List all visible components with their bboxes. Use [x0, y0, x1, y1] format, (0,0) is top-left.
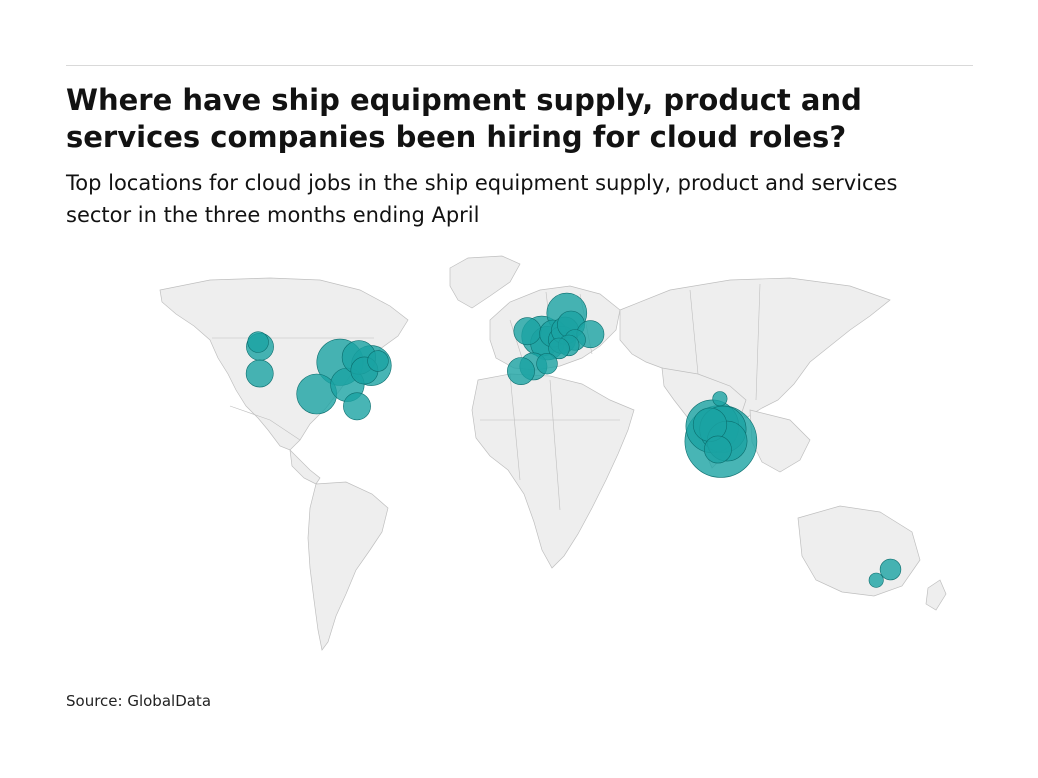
new-zealand [925, 579, 947, 611]
location-bubble [343, 392, 371, 421]
central-america [289, 449, 321, 485]
asia [619, 277, 891, 419]
location-bubble [879, 558, 902, 581]
greenland [449, 255, 521, 309]
bubble-layer [245, 292, 902, 588]
page-title: Where have ship equipment supply, produc… [66, 83, 862, 154]
location-bubble [367, 350, 389, 372]
top-rule [66, 65, 973, 66]
page-subtitle: Top locations for cloud jobs in the ship… [66, 171, 898, 227]
australia [797, 505, 921, 597]
location-bubble [704, 435, 732, 464]
location-bubble [507, 357, 535, 386]
southeast-asia [749, 409, 811, 473]
africa [471, 373, 635, 569]
location-bubble [548, 337, 570, 360]
location-bubble [245, 359, 274, 388]
source-note: Source: GlobalData [66, 692, 212, 710]
world-map [159, 255, 947, 651]
location-bubble [513, 317, 542, 346]
location-bubble [536, 352, 558, 375]
location-bubble [247, 331, 269, 353]
south-america [307, 481, 389, 651]
location-bubble [296, 373, 337, 415]
location-bubble [868, 572, 884, 588]
location-bubble [712, 391, 728, 407]
